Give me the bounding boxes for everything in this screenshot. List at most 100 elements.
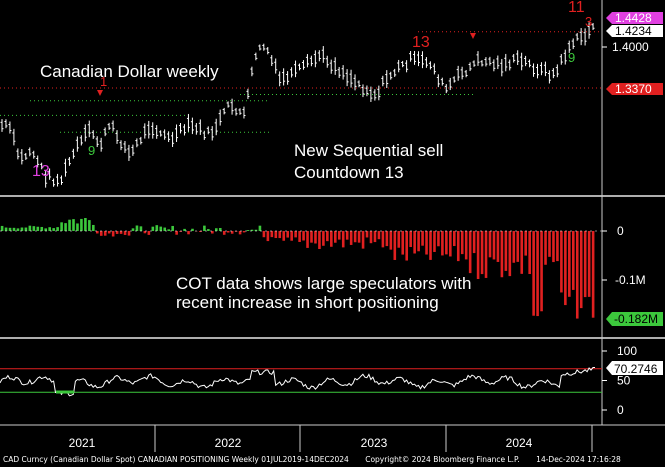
cot-bar: [377, 231, 381, 240]
cot-bar: [365, 231, 369, 238]
cot-bar: [262, 231, 266, 238]
cot-bar: [270, 231, 274, 238]
cot-bar: [179, 231, 182, 232]
footer-timestamp: 14-Dec-2024 17:16:28: [536, 455, 621, 464]
cot-bar: [409, 231, 412, 248]
cot-bar: [234, 231, 238, 232]
cot-y-tick: -0.1M: [615, 273, 646, 287]
price-badge: [606, 25, 663, 37]
sell-arrow-icon: [470, 33, 476, 39]
cot-bar: [278, 231, 282, 239]
cot-bar: [337, 231, 341, 240]
cot-bar: [314, 231, 317, 244]
cot-bar: [72, 219, 75, 231]
cot-bar: [389, 231, 393, 250]
cot-bar: [353, 231, 357, 243]
cot-bar: [16, 228, 20, 231]
price-y-tick: 1.4000: [612, 40, 649, 54]
cot-bar: [460, 231, 464, 255]
cot-bar: [103, 231, 107, 236]
cot-bar: [20, 227, 24, 231]
cot-bar: [96, 231, 99, 234]
cot-bar: [484, 231, 488, 278]
cot-bar: [48, 227, 51, 231]
cot-bar: [203, 225, 206, 231]
cot-bar: [421, 231, 424, 246]
cot-bar: [218, 227, 222, 231]
cot-bar: [123, 231, 127, 235]
cot-bar: [330, 231, 333, 247]
cot-bar: [341, 231, 345, 248]
sequential-count: 13: [412, 34, 430, 51]
price-badge-value: 1.4234: [615, 24, 652, 38]
cot-bar: [171, 225, 174, 231]
cot-bar: [488, 231, 492, 258]
cot-annotation-line1: COT data shows large speculators with: [176, 274, 472, 293]
sequential-annotation-line2: Countdown 13: [294, 163, 404, 182]
cot-bar: [119, 231, 123, 234]
cot-bar: [385, 231, 389, 247]
cot-bar: [480, 231, 484, 275]
cot-bar: [207, 229, 210, 231]
cot-bar: [306, 231, 309, 248]
cot-bar: [361, 231, 365, 249]
cot-bar: [274, 231, 278, 239]
cot-bar: [476, 231, 480, 279]
x-tick-2022: 2022: [215, 436, 242, 450]
cot-bar: [76, 223, 79, 231]
osc-line: [0, 367, 595, 397]
sequential-count: 9: [88, 143, 95, 158]
cot-bar: [445, 231, 448, 255]
cot-bar: [524, 231, 527, 256]
cot-bar: [147, 231, 151, 235]
price-badge: [606, 12, 663, 24]
cot-bar: [107, 231, 111, 234]
cot-bar: [528, 231, 531, 275]
cot-bar: [238, 231, 242, 235]
panel-bg-2: [0, 340, 665, 425]
cot-bars: [0, 218, 595, 319]
cot-bar: [464, 231, 468, 260]
cot-bar: [437, 231, 440, 247]
cot-bar: [425, 231, 428, 255]
cot-bar: [222, 231, 226, 235]
cot-bar: [60, 222, 63, 231]
cot-y-tick: 0: [617, 224, 624, 238]
cot-bar: [187, 231, 190, 235]
cot-bar: [282, 231, 286, 241]
cot-bar: [393, 231, 397, 260]
cot-last-badge-value: -0.182M: [614, 312, 658, 326]
price-panel-title: Canadian Dollar weekly: [40, 62, 219, 81]
footer-security: CAD Curncy (Canadian Dollar Spot) CANADI…: [3, 455, 349, 464]
cot-bar: [56, 227, 59, 231]
cot-bar: [579, 231, 583, 309]
cot-bar: [191, 228, 194, 231]
price-badge-value: 1.4428: [615, 11, 652, 25]
cot-bar: [544, 231, 547, 265]
cot-bar: [322, 231, 325, 246]
cot-bar: [449, 231, 452, 257]
cot-bar: [226, 231, 230, 233]
cot-bar: [334, 231, 337, 243]
sequential-count: 3: [585, 14, 592, 29]
cot-bar: [536, 231, 539, 317]
cot-bar: [151, 226, 155, 231]
cot-bar: [135, 225, 139, 231]
cot-bar: [254, 229, 258, 231]
cot-bar: [540, 231, 543, 312]
cot-bar: [496, 231, 500, 262]
cot-bar: [258, 225, 262, 231]
cot-bar: [127, 231, 131, 236]
cot-bar: [131, 228, 135, 231]
cot-bar: [28, 225, 32, 231]
x-tick-2021: 2021: [69, 436, 96, 450]
cot-bar: [99, 231, 103, 236]
cot-bar: [242, 231, 246, 233]
cot-bar: [80, 218, 83, 231]
cot-bar: [32, 226, 36, 231]
cot-bar: [572, 231, 575, 290]
cot-bar: [357, 231, 361, 243]
x-tick-2024: 2024: [506, 436, 533, 450]
cot-bar: [64, 223, 67, 231]
cot-bar: [583, 231, 587, 298]
